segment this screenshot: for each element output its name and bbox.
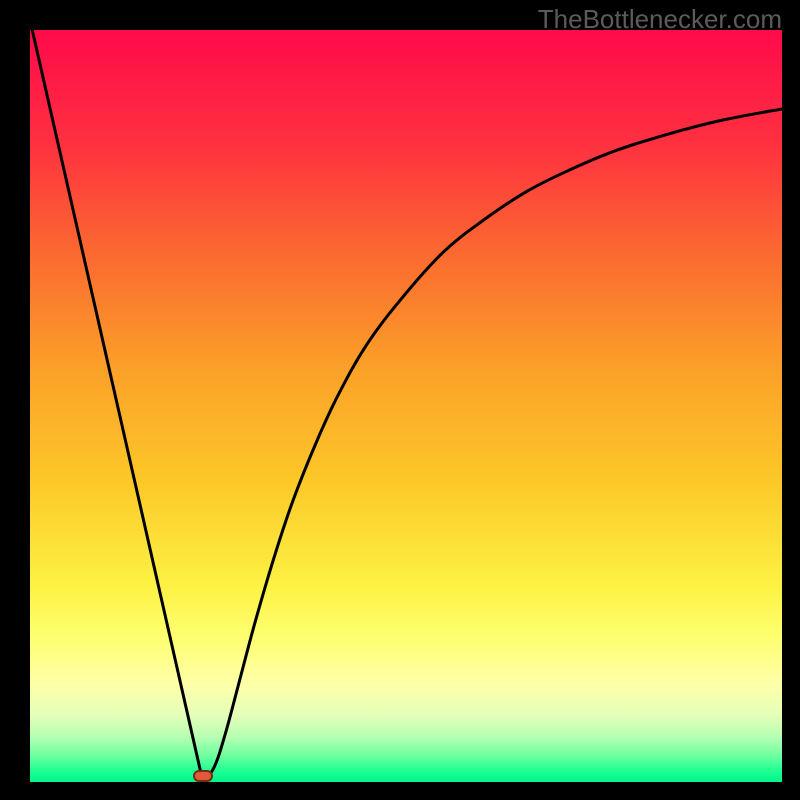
min-marker (193, 770, 213, 782)
plot-area (30, 30, 782, 782)
watermark-text: TheBottlenecker.com (538, 4, 782, 35)
curve-svg (30, 30, 782, 782)
bottleneck-curve (32, 30, 782, 782)
